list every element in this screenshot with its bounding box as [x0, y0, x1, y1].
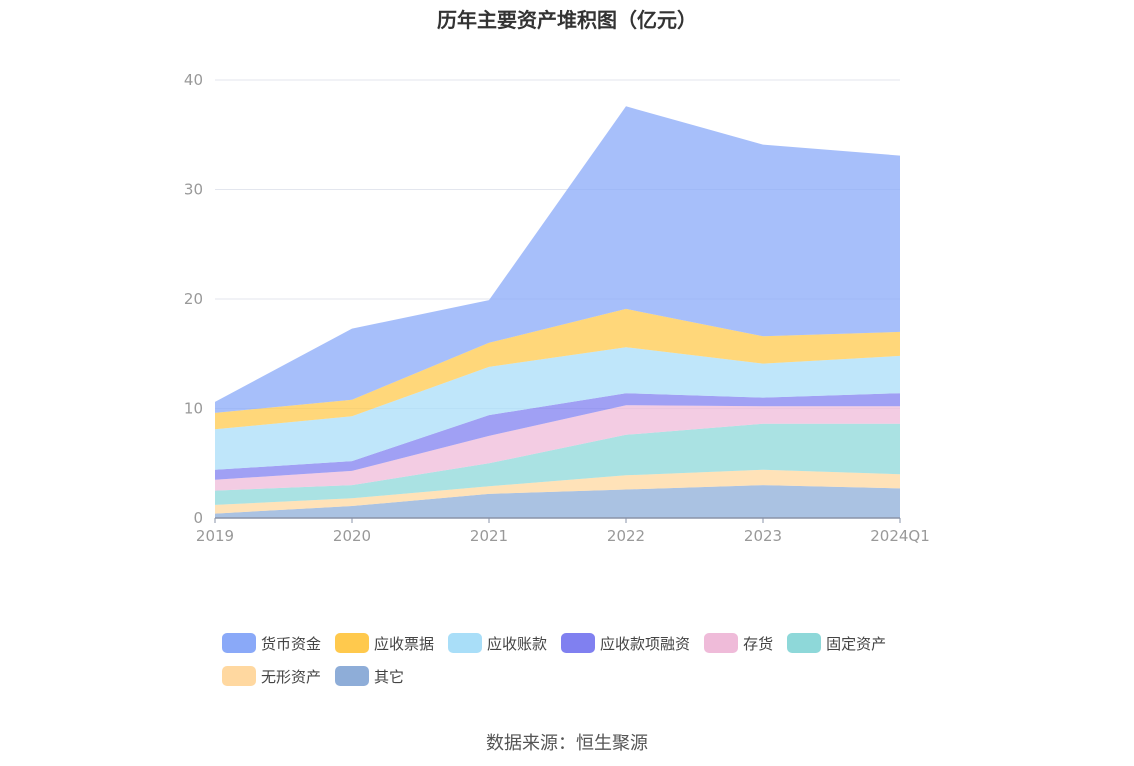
x-tick-label: 2023 — [744, 527, 782, 545]
legend-label: 应收账款 — [487, 634, 548, 653]
legend-row: 无形资产 其它 — [222, 665, 942, 687]
data-source-note: 数据来源：恒生聚源 — [486, 733, 648, 754]
legend-row: 货币资金 应收票据 应收账款 应收款项融资 存货 固定资产 — [222, 632, 942, 654]
area-series-1 — [215, 469, 900, 514]
chart-title: 历年主要资产堆积图（亿元） — [437, 8, 697, 32]
y-tick-label: 30 — [184, 181, 203, 199]
legend-item[interactable]: 应收款项融资 — [561, 633, 690, 654]
legend-swatch — [561, 633, 596, 653]
area-series-0 — [215, 485, 900, 518]
legend-label: 应收款项融资 — [600, 634, 691, 653]
legend-swatch — [448, 633, 483, 653]
legend-swatch — [787, 633, 822, 653]
legend-label: 其它 — [374, 667, 405, 686]
legend-item[interactable]: 货币资金 — [222, 633, 321, 654]
x-tick-label: 2020 — [333, 527, 371, 545]
area-series — [215, 106, 900, 518]
x-tick-label: 2024Q1 — [870, 527, 930, 545]
y-tick-label: 20 — [184, 290, 203, 308]
legend-label: 存货 — [743, 634, 774, 653]
legend-item[interactable]: 其它 — [335, 666, 404, 687]
legend-label: 货币资金 — [261, 634, 322, 653]
legend-item[interactable]: 应收票据 — [335, 633, 434, 654]
x-tick-label: 2019 — [196, 527, 234, 545]
legend-swatch — [335, 666, 370, 686]
y-tick-label: 0 — [193, 509, 203, 527]
legend-swatch — [704, 633, 739, 653]
area-series-4 — [215, 393, 900, 480]
legend-swatch — [222, 633, 256, 653]
legend-label: 无形资产 — [261, 667, 322, 686]
area-series-3 — [215, 405, 900, 491]
area-series-6 — [215, 308, 900, 430]
area-series-5 — [215, 347, 900, 470]
area-series-7 — [215, 106, 900, 413]
area-series-2 — [215, 423, 900, 505]
legend-label: 应收票据 — [374, 634, 435, 653]
legend-swatch — [335, 633, 370, 653]
x-tick-label: 2022 — [607, 527, 645, 545]
legend-item[interactable]: 固定资产 — [787, 633, 886, 654]
x-tick-label: 2021 — [470, 527, 508, 545]
y-tick-label: 40 — [184, 71, 203, 89]
y-tick-label: 10 — [184, 400, 203, 418]
legend-item[interactable]: 应收账款 — [448, 633, 547, 654]
legend-item[interactable]: 无形资产 — [222, 666, 321, 687]
axes: 0 10 20 30 40 2019 2020 2021 2022 2023 2024Q1 — [184, 71, 930, 545]
legend-swatch — [222, 666, 256, 686]
legend: 货币资金 应收票据 应收账款 应收款项融资 存货 固定资产无形资产 其它 — [222, 632, 942, 698]
legend-label: 固定资产 — [826, 634, 887, 653]
legend-item[interactable]: 存货 — [704, 633, 773, 654]
